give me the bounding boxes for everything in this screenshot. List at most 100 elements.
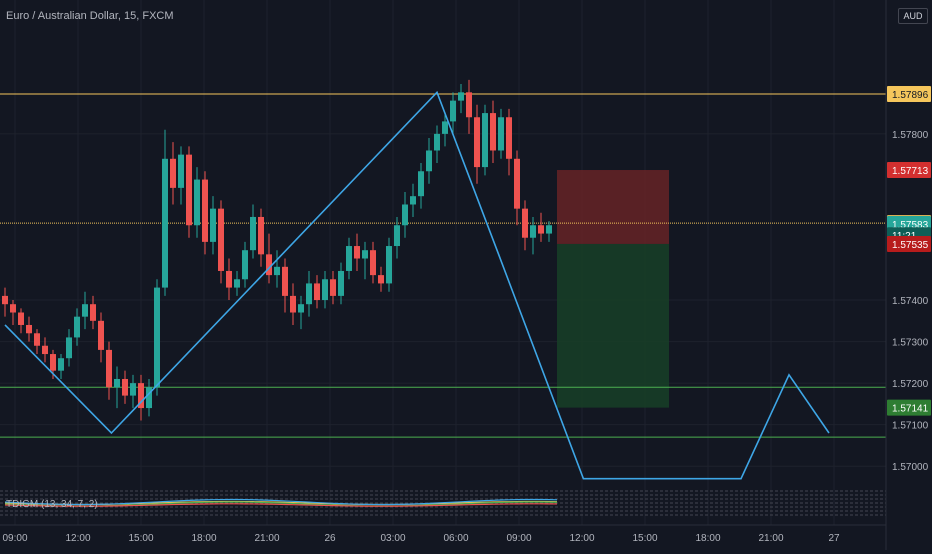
candle-body [314, 283, 320, 301]
price-tick: 1.57000 [892, 462, 929, 473]
time-tick: 27 [828, 533, 840, 544]
candle-body [442, 121, 448, 134]
position-zones [557, 170, 669, 408]
projection-line [4, 90, 830, 480]
price-label-bg [887, 85, 931, 102]
indicator-line [4, 503, 558, 507]
time-tick: 18:00 [191, 533, 216, 544]
candle-body [546, 225, 552, 234]
candle-body [10, 304, 16, 313]
candle-body [450, 100, 456, 122]
price-tick: 1.57300 [892, 338, 929, 349]
indicator-label[interactable]: TDIGM (13, 34, 7, 2) [6, 499, 98, 510]
time-tick: 15:00 [632, 533, 657, 544]
candle-body [18, 312, 24, 325]
candle-body [522, 208, 528, 238]
candle-body [282, 266, 288, 296]
projection-path [4, 90, 830, 480]
candle-body [386, 246, 392, 284]
candle-body [322, 279, 328, 301]
candle-body [218, 208, 224, 271]
time-tick: 21:00 [758, 533, 783, 544]
candle-body [426, 150, 432, 172]
candle-body [330, 279, 336, 296]
time-tick: 12:00 [65, 533, 90, 544]
price-label: 1.57713 [892, 166, 929, 177]
candle-body [146, 387, 152, 409]
time-tick: 09:00 [2, 533, 27, 544]
candle-body [106, 349, 112, 388]
candle-body [50, 354, 56, 371]
candle-body [258, 216, 264, 255]
candle-body [402, 204, 408, 226]
time-tick: 06:00 [443, 533, 468, 544]
candle-body [226, 270, 232, 288]
candle-body [362, 250, 368, 259]
candle-body [154, 287, 160, 388]
candle-body [482, 113, 488, 168]
candle-body [202, 179, 208, 242]
candle-body [514, 158, 520, 209]
time-tick: 18:00 [695, 533, 720, 544]
indicator-line [4, 498, 558, 506]
price-label: 1.57583 [892, 220, 929, 231]
candle-body [170, 158, 176, 188]
candle-body [346, 246, 352, 271]
time-tick: 26 [324, 533, 336, 544]
candle-body [98, 320, 104, 350]
price-label: 1.57896 [892, 90, 929, 101]
candle-body [114, 378, 120, 388]
candle-body [370, 250, 376, 276]
candle-body [186, 154, 192, 226]
candle-body [2, 295, 8, 305]
candle-body [338, 270, 344, 296]
candle-body [178, 154, 184, 188]
candle-body [298, 304, 304, 313]
candle-body [538, 225, 544, 234]
currency-badge[interactable]: AUD [898, 8, 928, 24]
indicator-pane [0, 490, 886, 516]
candle-body [490, 113, 496, 151]
time-tick: 21:00 [254, 533, 279, 544]
price-label: 1.57535 [892, 240, 929, 251]
stop-loss-zone [557, 170, 669, 244]
take-profit-zone [557, 243, 669, 408]
price-tick: 1.57100 [892, 421, 929, 432]
candle-body [138, 383, 144, 409]
candle-body [290, 295, 296, 313]
candle-body [306, 283, 312, 305]
candle-body [434, 133, 440, 151]
candle-body [506, 117, 512, 159]
candle-body [418, 171, 424, 197]
price-label-bg [887, 162, 931, 179]
grid [0, 0, 886, 525]
time-tick: 03:00 [380, 533, 405, 544]
candle-body [242, 250, 248, 280]
time-axis: 09:00 12:00 15:00 18:00 21:00 26 03:00 06:00 09:… [0, 524, 886, 544]
candle-body [130, 383, 136, 396]
candle-body [162, 158, 168, 288]
candle-body [498, 117, 504, 151]
candle-body [466, 92, 472, 118]
price-label: 1.57141 [892, 404, 929, 415]
candle-body [394, 225, 400, 247]
candle-body [530, 225, 536, 238]
candle-body [194, 179, 200, 226]
candle-body [354, 246, 360, 259]
price-tick: 1.57200 [892, 379, 929, 390]
time-tick: 15:00 [128, 533, 153, 544]
candle-body [458, 92, 464, 101]
time-tick: 12:00 [569, 533, 594, 544]
candles [2, 79, 552, 421]
candle-body [234, 279, 240, 288]
candle-body [82, 304, 88, 317]
price-tick: 1.57800 [892, 130, 929, 141]
candle-body [474, 117, 480, 168]
candle-body [42, 345, 48, 355]
price-label-bg [887, 235, 931, 252]
candle-body [74, 316, 80, 338]
candle-body [90, 304, 96, 321]
time-tick: 09:00 [506, 533, 531, 544]
